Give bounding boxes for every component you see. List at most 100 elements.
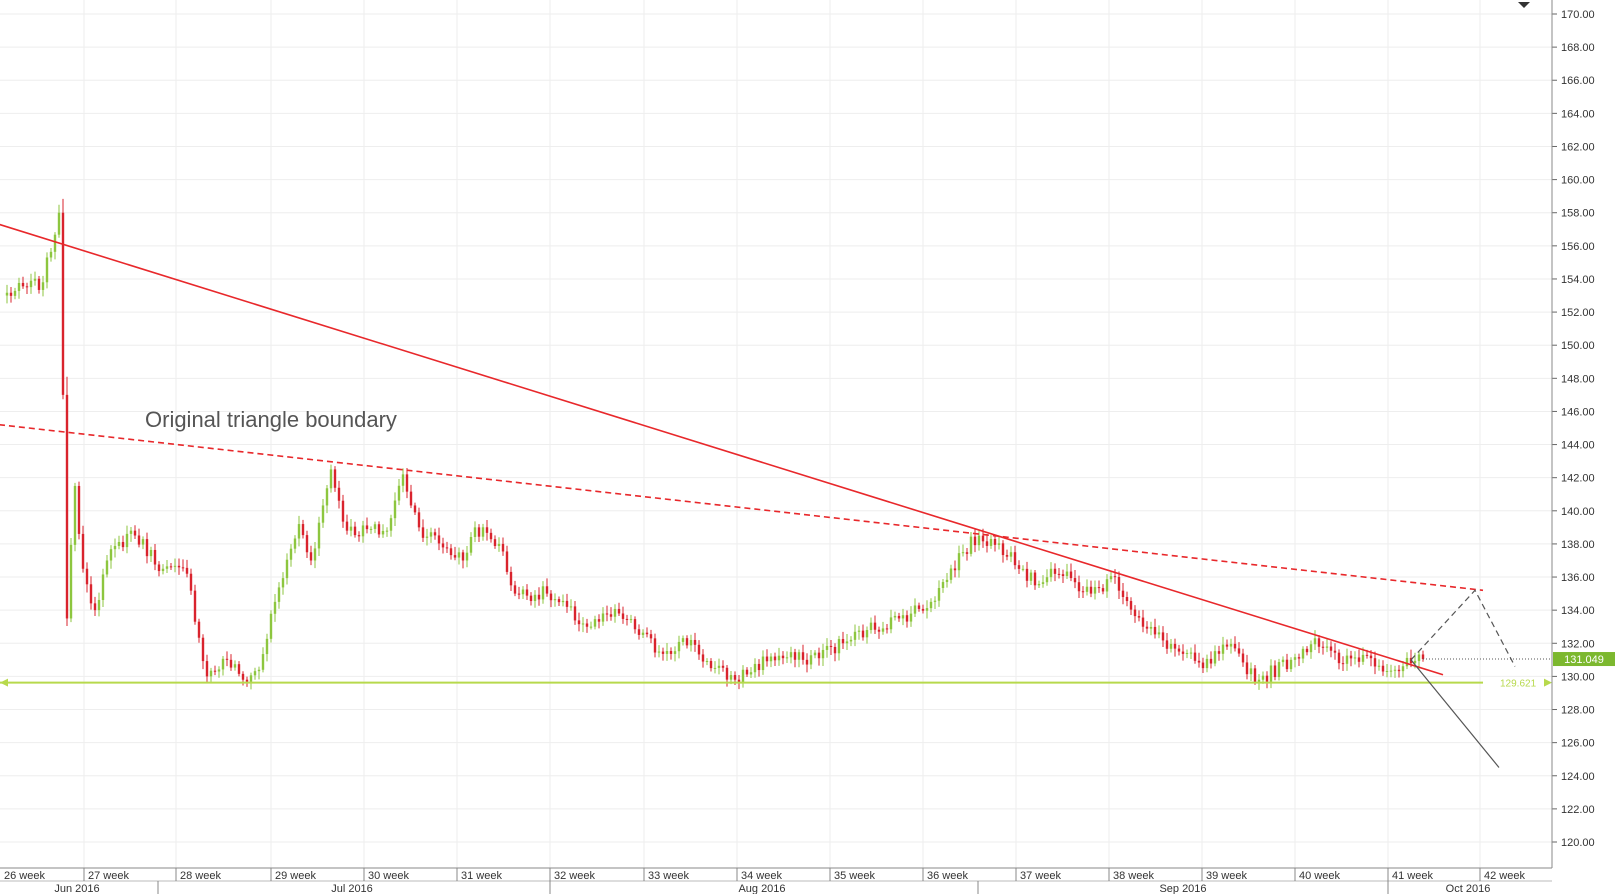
- candle-body: [781, 655, 785, 659]
- candle-body: [189, 573, 193, 591]
- candle-body: [493, 539, 497, 547]
- candle-body: [1125, 597, 1129, 602]
- candle-body: [913, 605, 917, 614]
- chevron-down-icon[interactable]: [1518, 2, 1530, 8]
- candle-body: [1257, 679, 1261, 682]
- y-tick-label: 136.00: [1561, 572, 1595, 584]
- candle-body: [637, 629, 641, 635]
- last-price-label: 131.049: [1564, 654, 1604, 666]
- candle-body: [141, 539, 145, 545]
- candle-body: [1369, 655, 1373, 659]
- candle-body: [877, 629, 881, 632]
- candle-body: [1069, 571, 1073, 579]
- candle-body: [1393, 669, 1397, 671]
- candle-body: [729, 675, 733, 680]
- candle-body: [1169, 643, 1173, 649]
- candle-body: [1109, 576, 1113, 580]
- collapse-arrow-icon[interactable]: [1518, 2, 1530, 8]
- candle-body: [925, 608, 929, 611]
- week-label: 41 week: [1392, 870, 1433, 882]
- week-label: 32 week: [554, 870, 595, 882]
- candle-body: [469, 536, 473, 553]
- last-price-badge: [1553, 652, 1615, 667]
- candle-body: [965, 552, 969, 554]
- y-tick-label: 126.00: [1561, 738, 1595, 750]
- candle-body: [409, 491, 413, 506]
- candle-body: [385, 530, 389, 532]
- candle-body: [537, 594, 541, 600]
- candle-body: [597, 619, 601, 622]
- candle-body: [721, 665, 725, 668]
- candle-body: [81, 533, 85, 569]
- candle-body: [1181, 651, 1185, 654]
- candle-body: [905, 615, 909, 622]
- candle-body: [545, 586, 549, 594]
- month-label: Aug 2016: [738, 883, 785, 894]
- candle-body: [1025, 568, 1029, 581]
- candle-body: [689, 639, 693, 646]
- candle-body: [1161, 632, 1165, 641]
- breakdown-projection: [1410, 659, 1500, 768]
- candle-body: [777, 655, 781, 661]
- candle-body: [1017, 565, 1021, 569]
- candle-body: [13, 290, 17, 296]
- candle-body: [705, 660, 709, 662]
- candle-body: [629, 619, 633, 621]
- week-label: 27 week: [88, 870, 129, 882]
- candle-body: [561, 600, 565, 603]
- candle-body: [233, 664, 237, 668]
- candle-body: [21, 282, 25, 287]
- candle-body: [1289, 659, 1293, 670]
- candle-body: [437, 535, 441, 544]
- candle-body: [665, 651, 669, 654]
- candle-body: [85, 568, 89, 585]
- candle-body: [1137, 616, 1141, 618]
- candle-body: [1249, 668, 1253, 675]
- month-label: Sep 2016: [1159, 883, 1206, 894]
- candle-body: [1385, 670, 1389, 672]
- candle-body: [1221, 644, 1225, 654]
- y-tick-label: 132.00: [1561, 638, 1595, 650]
- candle-body: [1065, 571, 1069, 577]
- candle-body: [1001, 543, 1005, 556]
- candle-body: [945, 579, 949, 583]
- candle-body: [41, 282, 45, 290]
- candle-body: [517, 593, 521, 595]
- candle-body: [1317, 638, 1321, 647]
- candle-body: [33, 278, 37, 281]
- candle-body: [1193, 652, 1197, 661]
- candle-body: [1273, 665, 1277, 678]
- candle-body: [893, 615, 897, 618]
- candle-body: [1389, 670, 1393, 672]
- y-tick-label: 142.00: [1561, 473, 1595, 485]
- candle-body: [285, 559, 289, 579]
- candle-body: [633, 619, 637, 630]
- candle-body: [609, 614, 613, 617]
- week-label: 40 week: [1299, 870, 1340, 882]
- candle-body: [1337, 652, 1341, 664]
- candle-body: [529, 595, 533, 602]
- candle-body: [1365, 654, 1369, 656]
- candle-body: [1029, 572, 1033, 581]
- candle-body: [369, 528, 373, 530]
- candle-body: [49, 251, 53, 258]
- candle-body: [1085, 586, 1089, 592]
- candle-body: [1277, 662, 1281, 678]
- candle-body: [1237, 648, 1241, 654]
- candle-body: [1053, 568, 1057, 574]
- candle-body: [1149, 626, 1153, 629]
- candle-body: [553, 599, 557, 601]
- candle-body: [105, 560, 109, 575]
- candle-body: [1301, 648, 1305, 659]
- candle-body: [513, 585, 517, 594]
- candle-body: [549, 593, 553, 601]
- candle-body: [557, 599, 561, 603]
- candle-body: [253, 671, 257, 676]
- candles-layer: [5, 198, 1425, 690]
- candle-body: [1133, 609, 1137, 617]
- candle-body: [909, 613, 913, 622]
- candle-body: [89, 584, 93, 604]
- candle-body: [401, 474, 405, 486]
- candle-body: [17, 282, 21, 291]
